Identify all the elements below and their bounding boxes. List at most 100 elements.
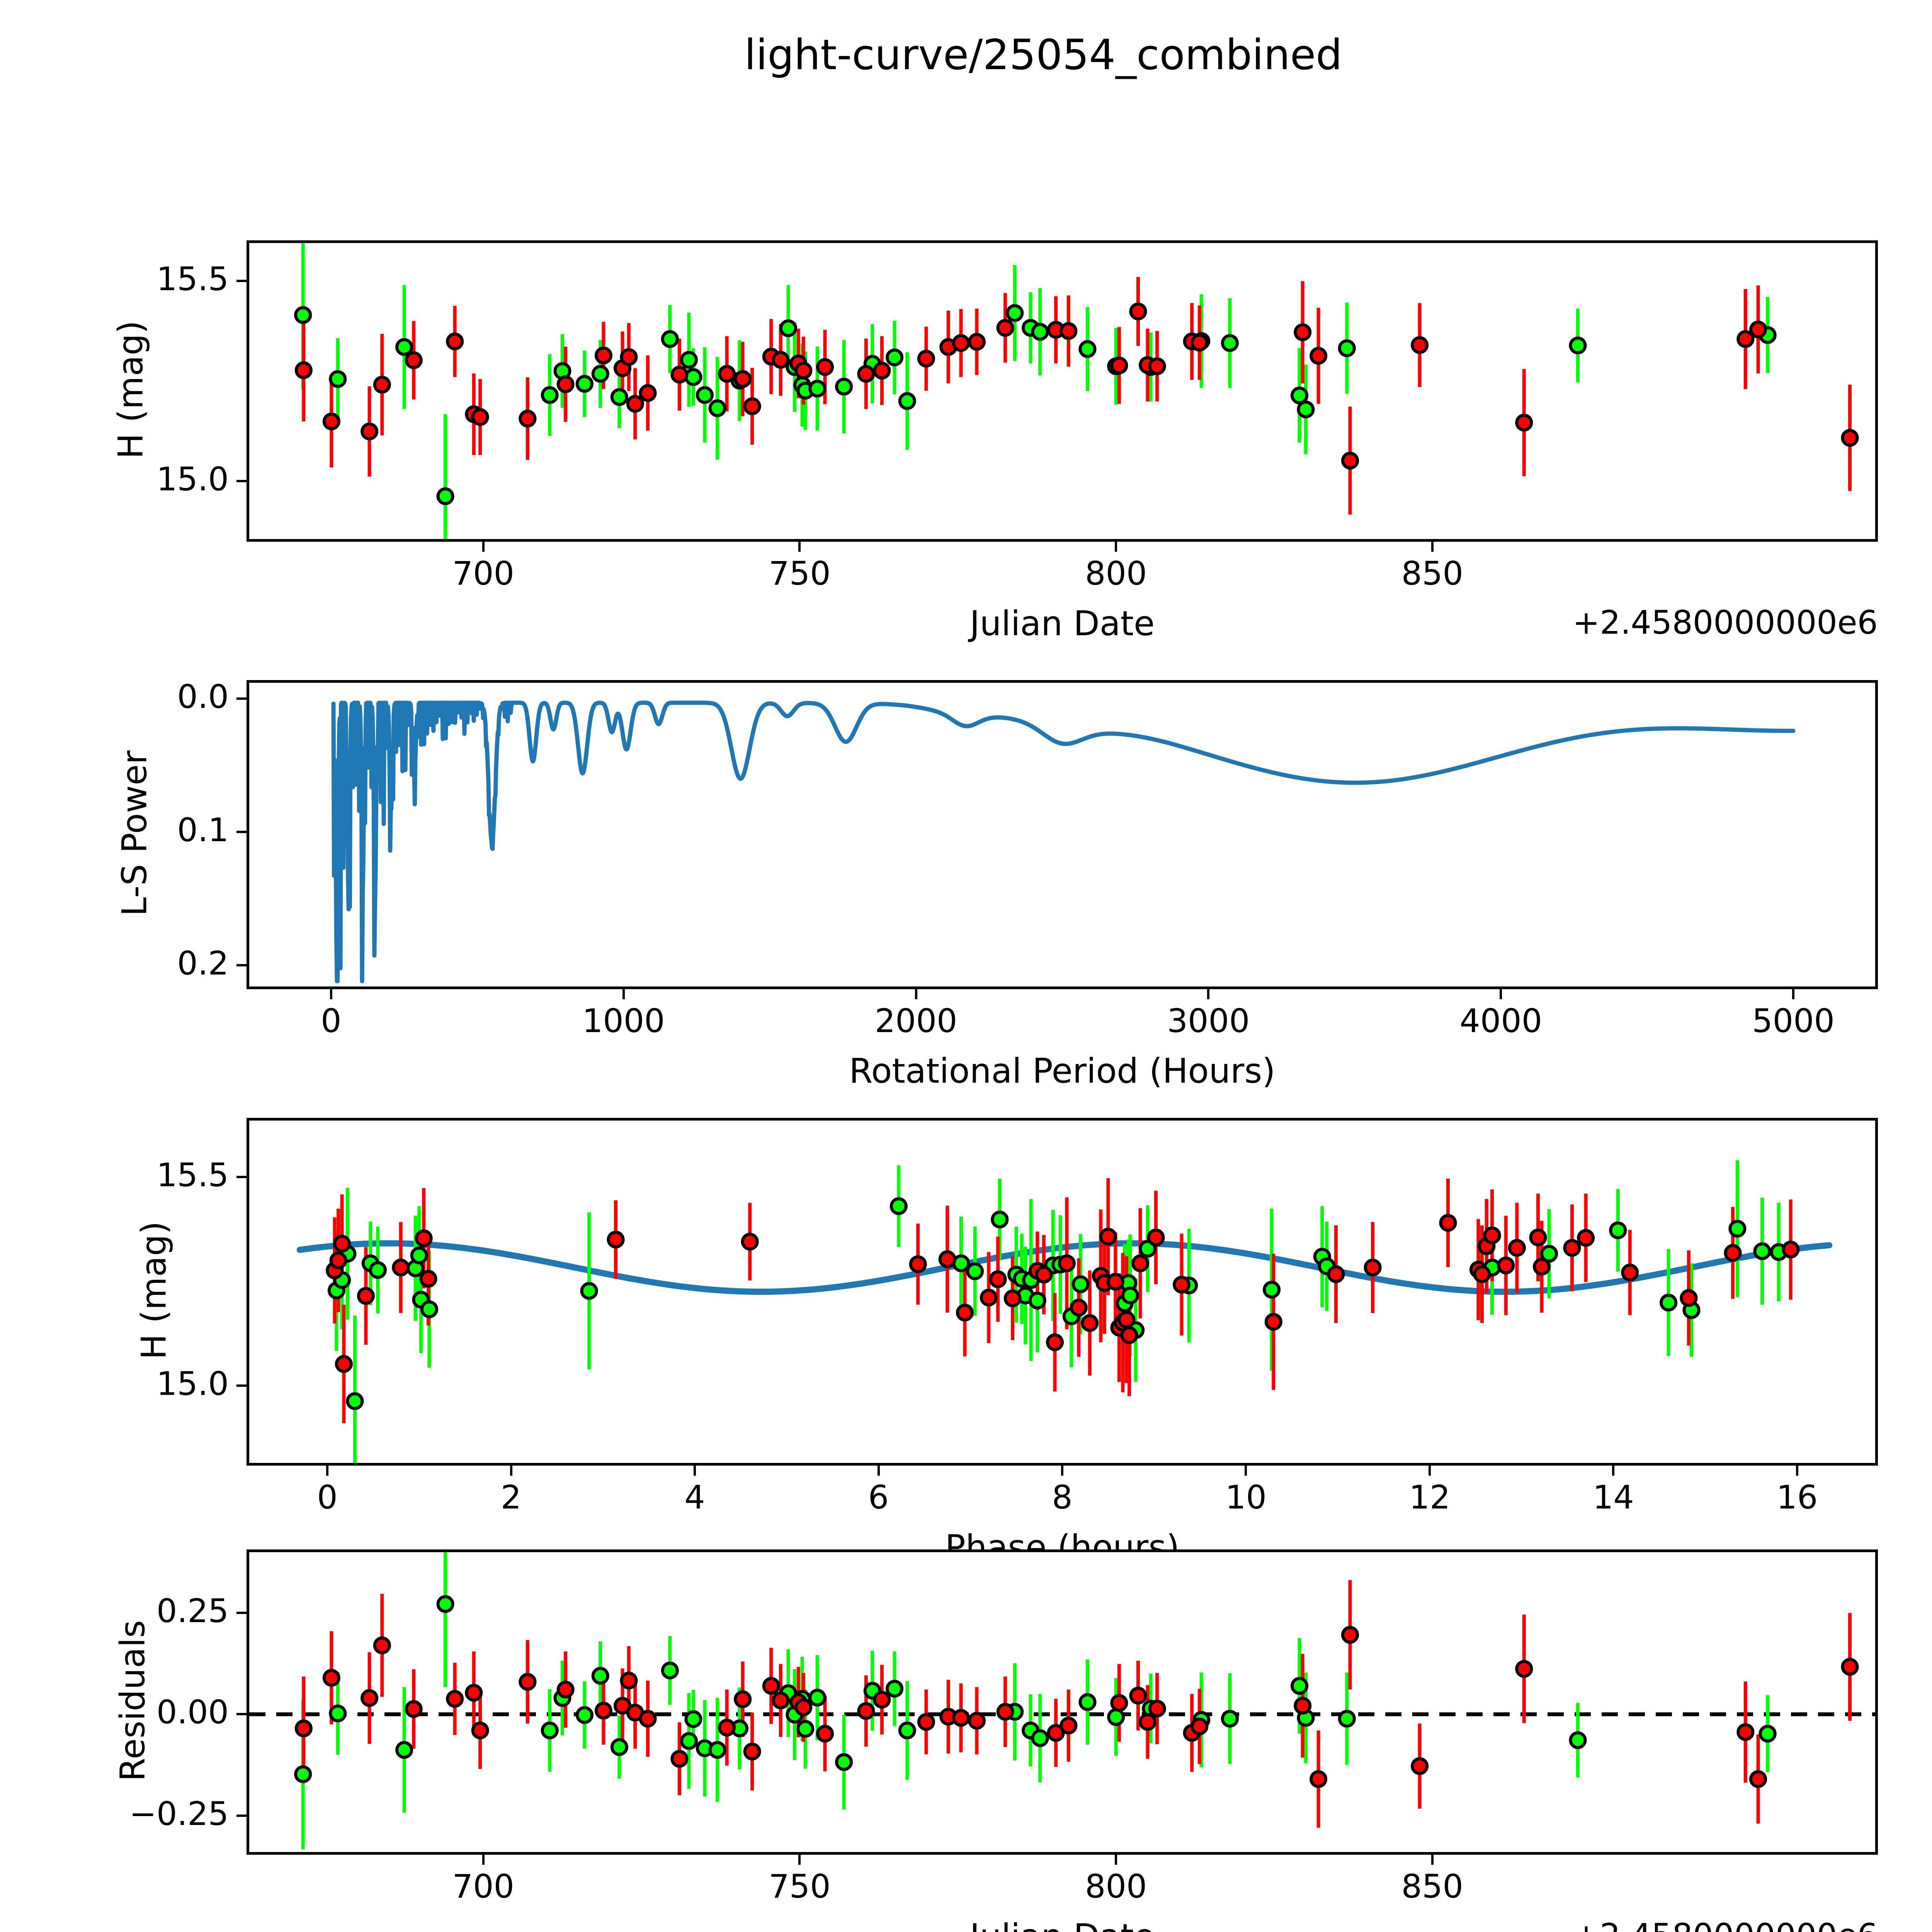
data-point [1411,1757,1429,1775]
data-point [1131,1254,1150,1272]
data-point [1310,347,1328,365]
x-tick-label: 6 [868,1478,889,1516]
data-point [1058,1254,1076,1272]
data-point [1364,1259,1382,1277]
data-point [405,1700,423,1718]
plot-canvas-residuals [249,1552,1875,1849]
data-point [519,410,537,428]
x-tickmark [622,989,625,999]
data-point [956,1304,974,1322]
data-point [1569,336,1587,354]
data-point [966,1262,984,1281]
y-tickmark [236,480,247,482]
data-point [835,1753,853,1771]
x-tick-label: 0 [317,1478,338,1516]
data-point [1680,1289,1698,1307]
data-point [1078,340,1097,358]
data-point [410,1246,428,1264]
data-point [1563,1239,1581,1257]
data-point [610,1738,628,1756]
data-point [996,1703,1014,1721]
data-point [620,1672,638,1690]
data-point [808,379,827,398]
data-point [1070,1299,1088,1317]
data-point [1294,1697,1312,1715]
data-point [294,1719,313,1738]
x-tick-label: 16 [1776,1478,1818,1516]
data-point [1110,356,1128,374]
y-axis-label: Residuals [112,1620,153,1782]
data-point [1341,452,1359,470]
data-point [794,362,813,380]
data-point [541,1721,559,1740]
x-tickmark [1792,989,1795,999]
data-point [1139,1713,1157,1731]
data-point [1291,1677,1309,1695]
plot-canvas-lightcurve-top [294,243,1859,539]
data-point [357,1287,375,1305]
data-point [1621,1264,1639,1282]
data-point [1190,333,1209,352]
data-point [980,1289,998,1307]
data-point [346,1392,364,1410]
data-point [816,1725,834,1743]
data-point [415,1229,433,1247]
x-tickmark [798,1855,801,1865]
y-tick-label: 15.0 [156,1365,229,1403]
data-point [1736,1723,1755,1741]
data-point [639,1709,657,1728]
data-point [661,1662,679,1680]
data-point [952,1709,970,1727]
data-point [1110,1694,1128,1712]
x-tickmark [1796,1466,1798,1476]
y-tickmark [236,1814,247,1817]
data-point [1147,1228,1165,1247]
y-tickmark [236,1713,247,1716]
data-point [816,358,834,376]
x-tickmark [1612,1466,1615,1476]
data-point [1129,303,1147,321]
data-point [718,365,736,383]
data-point [1515,413,1533,432]
data-point [607,1230,625,1248]
data-point [857,365,875,383]
x-tickmark [1431,1855,1434,1865]
plot-area-lomb-scargle-periodogram [247,680,1878,989]
data-point [917,1713,935,1731]
data-point [620,348,638,366]
data-point [294,361,313,379]
y-tick-label: −0.25 [129,1794,229,1833]
data-point [1129,1687,1147,1705]
y-tick-label: 0.00 [156,1693,229,1731]
data-point [1736,330,1755,348]
data-point [1148,357,1166,375]
data-point [465,1684,483,1702]
x-tick-label: 2 [500,1478,522,1516]
data-point [684,1710,702,1728]
data-point [1569,1731,1587,1749]
data-point [741,1233,759,1251]
data-point [696,386,714,404]
data-point [670,366,689,384]
data-point [405,351,423,369]
plot-canvas-phase-folded-lightcurve [296,1160,1833,1463]
data-point [718,1719,736,1737]
x-tick-label: 4 [684,1478,705,1516]
x-tickmark [1061,1466,1063,1476]
data-point [1841,429,1859,447]
x-tick-label: 3000 [1167,1002,1250,1040]
data-point [322,412,340,430]
data-point [1190,1717,1209,1735]
data-point [329,1704,347,1723]
data-point [361,422,379,440]
data-point [541,386,559,404]
x-tick-label: 10 [1225,1478,1267,1516]
data-point [610,388,628,406]
data-point [1046,1333,1064,1351]
x-tickmark [510,1466,512,1476]
data-point [1106,1273,1124,1291]
data-point [369,1261,387,1279]
x-tick-label: 12 [1409,1478,1451,1516]
data-point [1099,1228,1117,1246]
